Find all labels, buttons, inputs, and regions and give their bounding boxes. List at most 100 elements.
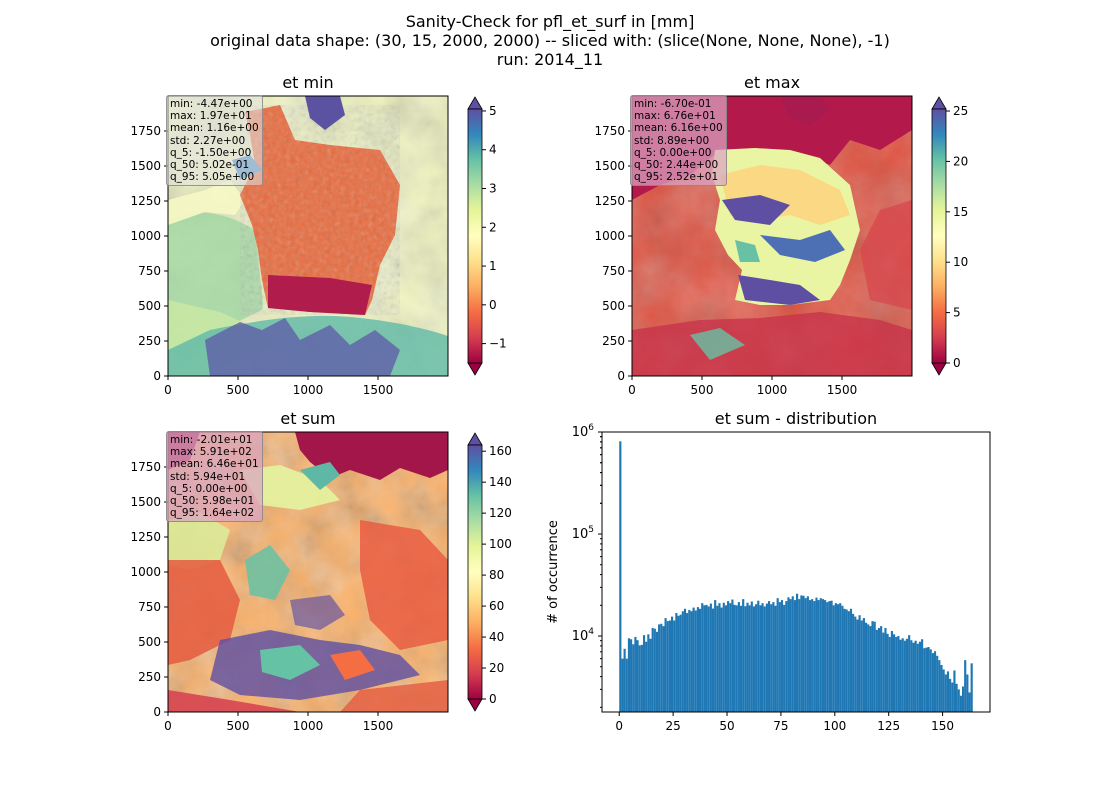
histogram-bar	[957, 689, 960, 712]
histogram-bar	[778, 602, 781, 712]
colorbar-tick-label: 3	[489, 181, 497, 195]
histogram-bar	[638, 645, 641, 712]
stat-line: q_95: 2.52e+01	[634, 171, 719, 184]
colorbar-gradient	[931, 108, 947, 364]
y-tick-label: 250	[138, 670, 161, 684]
histogram-bar	[854, 616, 857, 712]
histogram-bar	[630, 639, 633, 712]
histogram-bar	[793, 600, 796, 712]
histogram-bar	[949, 678, 952, 712]
histogram-bar	[899, 639, 902, 712]
y-axis: 104 105 106	[572, 423, 602, 708]
histogram-bar	[938, 660, 941, 712]
stat-line: min: -4.47e+00	[170, 98, 253, 110]
histogram-bar	[694, 610, 697, 712]
y-tick-label: 105	[572, 525, 594, 542]
histogram-bar	[752, 606, 756, 712]
histogram-bar	[787, 597, 790, 712]
histogram-bar	[890, 631, 893, 712]
histogram-bar	[662, 626, 665, 712]
colorbar-tick-label: 20	[953, 154, 968, 168]
histogram-bar	[619, 441, 622, 712]
histogram-bar	[940, 664, 943, 712]
x-tick-label: 100	[823, 719, 846, 733]
histogram-bar	[966, 674, 969, 712]
y-tick-label: 1500	[130, 159, 161, 173]
panel-title: et min	[282, 73, 333, 92]
histogram-bar	[707, 606, 710, 712]
stat-line: max: 6.76e+01	[634, 110, 716, 123]
stats-box: min: -2.01e+01 max: 5.91e+02 mean: 6.46e…	[166, 431, 263, 523]
histogram-bar	[869, 626, 872, 712]
histogram-bar	[625, 658, 628, 712]
histogram-bar	[798, 599, 801, 712]
colorbar-tick-label: 0	[489, 298, 497, 312]
stat-line: std: 5.94e+01	[170, 470, 246, 483]
panel-et-sum-distribution: et sum - distribution 0 25 50 75 100 125 150 1…	[546, 409, 991, 733]
y-tick-label: 1750	[594, 124, 625, 138]
histogram-bar	[841, 605, 844, 712]
histogram-bar	[696, 607, 699, 712]
histogram-bar	[821, 599, 825, 712]
histogram-bar	[882, 632, 885, 712]
stat-line: q_95: 5.05e+00	[170, 171, 255, 184]
colorbar-extend-max	[467, 432, 483, 446]
colorbar-tick-label: 40	[489, 630, 504, 644]
histogram-bar	[862, 618, 865, 712]
histogram-bar	[921, 639, 924, 712]
x-tick-label: 500	[691, 383, 714, 397]
histogram-bar	[953, 670, 956, 712]
histogram-bar	[733, 604, 736, 712]
histogram-bar	[683, 608, 687, 712]
y-tick-label: 1750	[130, 460, 161, 474]
histogram-bar	[770, 604, 773, 712]
histogram-bar	[735, 605, 738, 712]
colorbar-tick-label: 20	[489, 661, 504, 675]
y-tick-label: 1000	[594, 229, 625, 243]
histogram-bar	[791, 596, 794, 712]
colorbar-tick-label: −1	[489, 337, 507, 351]
panel-title: et sum	[280, 409, 335, 428]
histogram-bar	[845, 609, 848, 712]
colorbar-extend-min	[467, 698, 483, 712]
histogram-bar	[711, 608, 715, 712]
colorbar-tick-label: 0	[489, 692, 497, 706]
histogram-bar	[830, 600, 833, 712]
stat-line: mean: 6.46e+01	[170, 458, 259, 471]
y-tick-label: 1500	[594, 159, 625, 173]
x-tick-label: 0	[615, 719, 623, 733]
y-tick-label: 250	[602, 334, 625, 348]
colorbar-tick-label: 10	[953, 255, 968, 269]
histogram-bar	[901, 638, 904, 712]
x-axis: 0 25 50 75 100 125 150	[615, 712, 954, 733]
colorbar-tick-label: 1	[489, 259, 497, 273]
x-tick-label: 1500	[363, 383, 394, 397]
histogram-bar	[884, 627, 887, 712]
histogram-bar	[886, 633, 889, 712]
histogram-bar	[640, 644, 643, 712]
colorbar-tick-label: 140	[489, 475, 512, 489]
stat-line: max: 5.91e+02	[170, 446, 252, 459]
histogram-bar	[716, 605, 719, 712]
histogram-bar	[772, 602, 775, 712]
stats-box: min: -6.70e-01 max: 6.76e+01 mean: 6.16e…	[630, 95, 727, 187]
panel-et-min: et min 0 500 1000 1500 02505007501000125015…	[130, 73, 506, 397]
histogram-bar	[789, 599, 792, 712]
histogram-bar	[836, 604, 840, 712]
histogram-bar	[746, 602, 749, 712]
histogram-bar	[852, 613, 855, 712]
histogram-bar	[763, 606, 766, 712]
y-tick-label: 1250	[130, 530, 161, 544]
x-tick-label: 0	[164, 383, 172, 397]
stats-box: min: -4.47e+00 max: 1.97e+01 mean: 1.16e…	[166, 95, 263, 187]
histogram-bar	[729, 603, 732, 712]
histogram-bar	[916, 643, 919, 712]
histogram-bar	[623, 648, 626, 712]
histogram-bar	[927, 647, 930, 712]
histogram-bar	[727, 601, 730, 712]
histogram-bar	[970, 663, 973, 712]
histogram-bar	[808, 600, 812, 712]
histogram-bar	[888, 636, 891, 712]
y-tick-label: 750	[602, 264, 625, 278]
histogram-bar	[824, 600, 827, 712]
